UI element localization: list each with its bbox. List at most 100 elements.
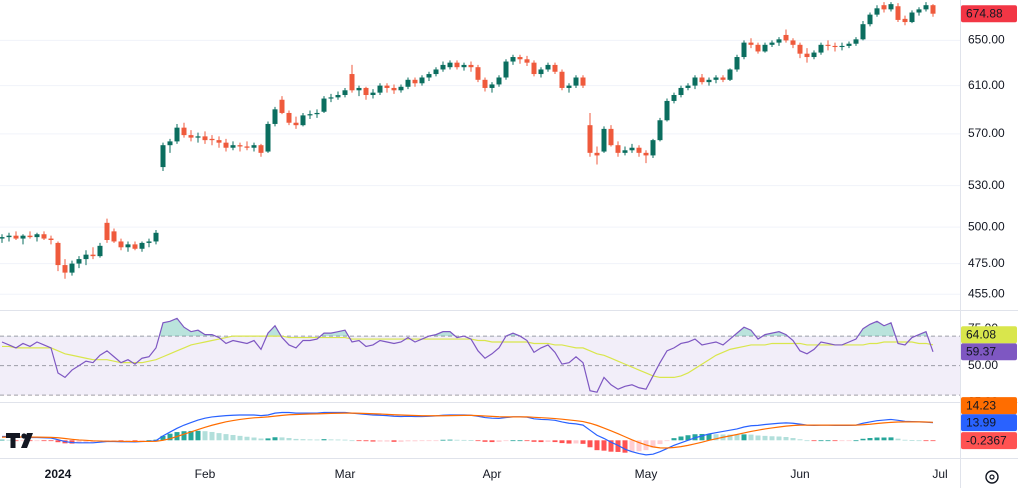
- last-value-label: 14.23: [966, 398, 996, 412]
- candle-body: [762, 44, 768, 52]
- histogram-bar: [881, 437, 887, 441]
- candle-body: [286, 112, 292, 123]
- last-value-label: 59.37: [966, 344, 996, 358]
- candle-body: [55, 242, 61, 266]
- last-value-label: 64.08: [966, 327, 996, 341]
- candle-body: [461, 64, 467, 68]
- candle-body: [881, 5, 887, 10]
- histogram-bar: [461, 439, 467, 441]
- histogram-bar: [713, 434, 719, 441]
- candle-body: [41, 234, 47, 239]
- candle-body: [90, 254, 96, 257]
- histogram-bar: [447, 439, 453, 441]
- axes: 455.00 475.00 500.00 530.00 570.00 610.00 650.…: [45, 5, 1017, 481]
- candle-body: [839, 45, 845, 48]
- candle-body: [496, 77, 502, 85]
- candle-body: [34, 234, 40, 238]
- candle-body: [244, 146, 250, 148]
- histogram-bar: [755, 435, 761, 441]
- x-tick-label: May: [635, 467, 658, 481]
- histogram-bar: [34, 440, 40, 442]
- histogram-bar: [55, 440, 61, 443]
- histogram-bar: [538, 440, 544, 443]
- candle-body: [27, 235, 33, 238]
- candle-body: [818, 44, 824, 53]
- histogram-bar: [482, 440, 488, 442]
- histogram-bar: [916, 440, 922, 442]
- candle-body: [174, 127, 180, 142]
- candle-body: [265, 123, 271, 152]
- candle-body: [909, 12, 915, 23]
- candle-body: [685, 85, 691, 88]
- histogram-bar: [20, 440, 26, 442]
- histogram-bar: [307, 439, 313, 441]
- histogram-bar: [923, 440, 929, 442]
- rsi-oversold-fill: [2, 395, 933, 396]
- candle-body: [293, 122, 299, 126]
- histogram-bar: [748, 434, 754, 441]
- candle-body: [748, 42, 754, 45]
- candle-body: [118, 241, 124, 248]
- candle-body: [405, 79, 411, 87]
- candle-body: [321, 98, 327, 112]
- histogram-bar: [370, 440, 376, 442]
- candle-body: [454, 62, 460, 68]
- candle-body: [545, 64, 551, 70]
- signal-line: [1, 412, 934, 449]
- settings-icon[interactable]: [985, 470, 999, 484]
- y-tick-label: 500.00: [968, 219, 1005, 233]
- x-tick-label: Mar: [335, 467, 356, 481]
- candle-body: [237, 145, 243, 147]
- candle-body: [440, 64, 446, 70]
- candle-body: [342, 90, 348, 96]
- candle-body: [391, 87, 397, 91]
- histogram-bar: [300, 439, 306, 441]
- last-value-box: [961, 432, 1017, 450]
- candle-body: [860, 24, 866, 40]
- candle-body: [741, 42, 747, 58]
- histogram-bar: [811, 440, 817, 442]
- candle-body: [153, 232, 159, 242]
- candle-body: [307, 114, 313, 116]
- histogram-bar: [202, 431, 208, 441]
- candle-body: [622, 150, 628, 153]
- candle-body: [797, 44, 803, 54]
- candle-body: [720, 77, 726, 80]
- histogram-bar: [839, 440, 845, 442]
- histogram-bar: [251, 437, 257, 441]
- histogram-bar: [244, 436, 250, 441]
- candle-body: [97, 245, 103, 257]
- histogram-bar: [531, 440, 537, 442]
- histogram-bar: [825, 440, 831, 442]
- histogram-bar: [629, 440, 635, 453]
- candle-body: [671, 95, 677, 101]
- candle-body: [580, 77, 586, 86]
- histogram-bar: [671, 438, 677, 441]
- candle-body: [314, 112, 320, 115]
- histogram-bar: [636, 440, 642, 452]
- histogram-bar: [468, 440, 474, 441]
- histogram-bar: [601, 440, 607, 451]
- histogram-bar: [566, 440, 572, 444]
- histogram-bar: [83, 440, 89, 443]
- histogram-bar: [258, 438, 264, 441]
- candle-body: [426, 74, 432, 78]
- y-tick-label: 570.00: [968, 126, 1005, 140]
- candle-body: [727, 69, 733, 80]
- histogram-bar: [524, 440, 530, 442]
- histogram-bar: [685, 435, 691, 441]
- histogram-bar: [48, 440, 54, 442]
- candle-body: [503, 61, 509, 78]
- candle-body: [559, 71, 565, 88]
- candle-body: [615, 145, 621, 153]
- candle-body: [195, 136, 201, 138]
- candle-body: [475, 67, 481, 80]
- histogram-bar: [804, 440, 810, 442]
- histogram-bar: [594, 440, 600, 451]
- candle-body: [6, 235, 12, 238]
- histogram-bar: [769, 436, 775, 441]
- histogram-bar: [762, 435, 768, 441]
- macd-pane: [0, 411, 936, 456]
- candle-body: [587, 125, 593, 153]
